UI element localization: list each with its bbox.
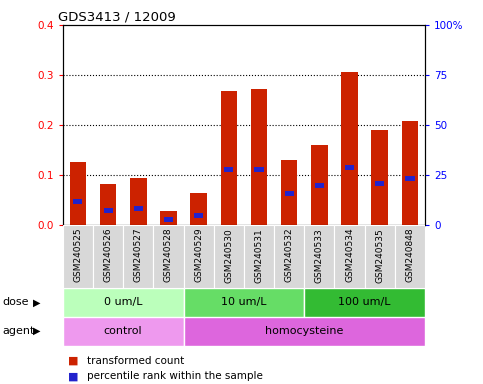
Text: GSM240535: GSM240535 — [375, 228, 384, 283]
Bar — [100, 184, 116, 225]
Bar — [341, 73, 358, 225]
Text: 10 um/L: 10 um/L — [221, 297, 267, 308]
Bar — [190, 193, 207, 225]
Bar — [134, 206, 143, 211]
Text: dose: dose — [2, 297, 29, 308]
Bar — [63, 225, 93, 288]
Text: GSM240525: GSM240525 — [73, 228, 83, 283]
Text: GSM240529: GSM240529 — [194, 228, 203, 283]
Text: percentile rank within the sample: percentile rank within the sample — [87, 371, 263, 381]
Text: GSM240528: GSM240528 — [164, 228, 173, 283]
Bar — [160, 211, 177, 225]
Text: GSM240534: GSM240534 — [345, 228, 354, 283]
Bar — [213, 225, 244, 288]
Bar — [405, 176, 414, 181]
Text: GSM240527: GSM240527 — [134, 228, 143, 283]
Bar — [284, 191, 294, 196]
Text: GSM240848: GSM240848 — [405, 228, 414, 283]
Bar — [371, 130, 388, 225]
Bar — [281, 160, 298, 225]
Text: transformed count: transformed count — [87, 356, 184, 366]
Bar — [402, 121, 418, 225]
Bar — [73, 199, 83, 204]
Bar — [304, 225, 334, 288]
Bar — [345, 165, 354, 170]
Text: ▶: ▶ — [32, 297, 40, 308]
Bar — [274, 225, 304, 288]
Bar — [315, 183, 324, 188]
Bar — [63, 288, 184, 317]
Text: GSM240526: GSM240526 — [103, 228, 113, 283]
Text: 100 um/L: 100 um/L — [339, 297, 391, 308]
Bar — [334, 225, 365, 288]
Text: 0 um/L: 0 um/L — [104, 297, 142, 308]
Bar — [311, 145, 327, 225]
Bar — [375, 181, 384, 186]
Bar — [224, 167, 233, 172]
Bar — [164, 217, 173, 222]
Bar — [255, 167, 264, 172]
Bar — [365, 225, 395, 288]
Bar — [184, 317, 425, 346]
Bar — [184, 225, 213, 288]
Bar — [184, 288, 304, 317]
Text: GSM240533: GSM240533 — [315, 228, 324, 283]
Text: GSM240531: GSM240531 — [255, 228, 264, 283]
Bar — [123, 225, 154, 288]
Bar — [130, 178, 146, 225]
Bar — [93, 225, 123, 288]
Bar — [304, 288, 425, 317]
Text: agent: agent — [2, 326, 35, 336]
Text: homocysteine: homocysteine — [265, 326, 343, 336]
Bar — [244, 225, 274, 288]
Bar — [63, 317, 184, 346]
Text: ■: ■ — [68, 356, 78, 366]
Bar — [221, 91, 237, 225]
Text: GDS3413 / 12009: GDS3413 / 12009 — [58, 10, 176, 23]
Bar — [251, 89, 267, 225]
Text: ■: ■ — [68, 371, 78, 381]
Text: GSM240532: GSM240532 — [284, 228, 294, 283]
Bar — [154, 225, 184, 288]
Text: control: control — [104, 326, 142, 336]
Bar — [70, 162, 86, 225]
Text: ▶: ▶ — [32, 326, 40, 336]
Bar — [103, 208, 113, 213]
Bar — [194, 213, 203, 218]
Text: GSM240530: GSM240530 — [224, 228, 233, 283]
Bar — [395, 225, 425, 288]
